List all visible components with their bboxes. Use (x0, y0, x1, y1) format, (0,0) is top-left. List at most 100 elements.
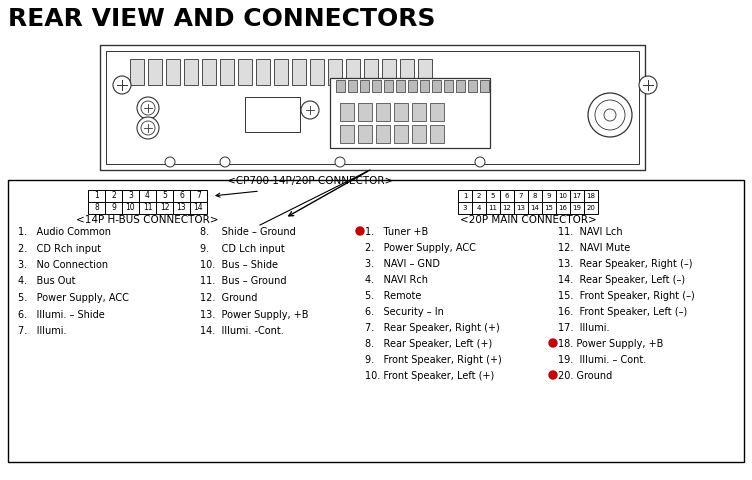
Text: 18. Power Supply, +B: 18. Power Supply, +B (558, 339, 663, 349)
Bar (584, 202, 598, 214)
Bar (139, 202, 156, 214)
Text: 10: 10 (559, 193, 568, 199)
Bar (584, 190, 598, 202)
Bar (418, 59, 432, 85)
Text: <CP700 14P/20P CONNECTOR>: <CP700 14P/20P CONNECTOR> (227, 176, 393, 186)
Bar (220, 59, 234, 85)
Circle shape (588, 93, 632, 137)
Bar (166, 59, 180, 85)
Bar (458, 202, 472, 214)
Text: 12.  Ground: 12. Ground (200, 293, 257, 303)
Bar (122, 190, 139, 202)
Bar (372, 80, 381, 92)
Text: 8: 8 (532, 193, 537, 199)
Bar (88, 190, 105, 202)
Bar (238, 59, 252, 85)
Bar (358, 103, 372, 121)
Text: 13: 13 (177, 204, 186, 213)
Bar (292, 59, 306, 85)
Bar (310, 59, 324, 85)
Text: 5.   Remote: 5. Remote (365, 291, 421, 301)
Bar (88, 202, 105, 214)
Bar (105, 202, 122, 214)
Text: 19.  Illumi. – Cont.: 19. Illumi. – Cont. (558, 355, 646, 365)
Bar (400, 59, 414, 85)
Text: 9: 9 (111, 204, 116, 213)
Bar (514, 202, 528, 214)
Text: 14: 14 (531, 205, 539, 211)
Text: 8.    Shide – Ground: 8. Shide – Ground (200, 227, 296, 237)
Bar (412, 103, 426, 121)
Circle shape (220, 157, 230, 167)
Text: 2: 2 (477, 193, 481, 199)
Circle shape (137, 97, 159, 119)
Text: 7: 7 (196, 192, 201, 201)
Bar (122, 202, 139, 214)
Text: 9.   Front Speaker, Right (+): 9. Front Speaker, Right (+) (365, 355, 502, 365)
Text: 14.  Illumi. -Cont.: 14. Illumi. -Cont. (200, 326, 284, 336)
Bar (396, 80, 405, 92)
Text: 4: 4 (477, 205, 481, 211)
Text: 11.  Bus – Ground: 11. Bus – Ground (200, 276, 287, 287)
Text: 14.  Rear Speaker, Left (–): 14. Rear Speaker, Left (–) (558, 275, 685, 285)
Bar (486, 190, 500, 202)
Bar (472, 190, 486, 202)
Bar (173, 190, 190, 202)
Bar (556, 202, 570, 214)
Bar (156, 202, 173, 214)
Text: 10. Front Speaker, Left (+): 10. Front Speaker, Left (+) (365, 371, 494, 381)
Text: 13: 13 (517, 205, 526, 211)
Text: 7.   Illumi.: 7. Illumi. (18, 326, 66, 336)
Text: 11: 11 (489, 205, 498, 211)
Text: 6: 6 (179, 192, 184, 201)
Bar (346, 59, 360, 85)
Bar (420, 80, 429, 92)
Text: 20. Ground: 20. Ground (558, 371, 612, 381)
Bar (432, 80, 441, 92)
Circle shape (141, 121, 155, 135)
Text: 8: 8 (94, 204, 99, 213)
Bar (358, 125, 372, 143)
Circle shape (639, 76, 657, 94)
Circle shape (335, 157, 345, 167)
Bar (430, 103, 444, 121)
Bar (105, 190, 122, 202)
Text: 12.  NAVI Mute: 12. NAVI Mute (558, 243, 630, 253)
Bar (139, 190, 156, 202)
Text: 17: 17 (572, 193, 581, 199)
Text: 16.  Front Speaker, Left (–): 16. Front Speaker, Left (–) (558, 307, 687, 317)
Text: 1.   Audio Common: 1. Audio Common (18, 227, 111, 237)
Bar (340, 125, 354, 143)
Bar (190, 190, 207, 202)
Bar (382, 59, 396, 85)
Bar (514, 190, 528, 202)
Bar (394, 103, 408, 121)
Text: 1.   Tuner +B: 1. Tuner +B (365, 227, 428, 237)
Text: 2: 2 (111, 192, 116, 201)
Bar (184, 59, 198, 85)
Circle shape (549, 339, 557, 347)
Circle shape (356, 227, 364, 235)
Bar (190, 202, 207, 214)
Bar (500, 190, 514, 202)
Text: 11: 11 (143, 204, 152, 213)
Bar (500, 202, 514, 214)
Circle shape (165, 157, 175, 167)
Bar (376, 103, 390, 121)
Bar (570, 202, 584, 214)
Text: 6: 6 (505, 193, 509, 199)
Bar (256, 59, 270, 85)
Bar (330, 78, 490, 148)
Text: 1: 1 (94, 192, 99, 201)
Text: 10.  Bus – Shide: 10. Bus – Shide (200, 260, 278, 270)
Bar (130, 59, 144, 85)
Text: 10: 10 (126, 204, 135, 213)
Bar (528, 202, 542, 214)
Bar (542, 190, 556, 202)
Bar (486, 202, 500, 214)
Bar (456, 80, 465, 92)
Text: <14P H-BUS CONNECTOR>: <14P H-BUS CONNECTOR> (76, 215, 219, 225)
Text: 20: 20 (587, 205, 596, 211)
Bar (556, 190, 570, 202)
Text: 16: 16 (559, 205, 568, 211)
